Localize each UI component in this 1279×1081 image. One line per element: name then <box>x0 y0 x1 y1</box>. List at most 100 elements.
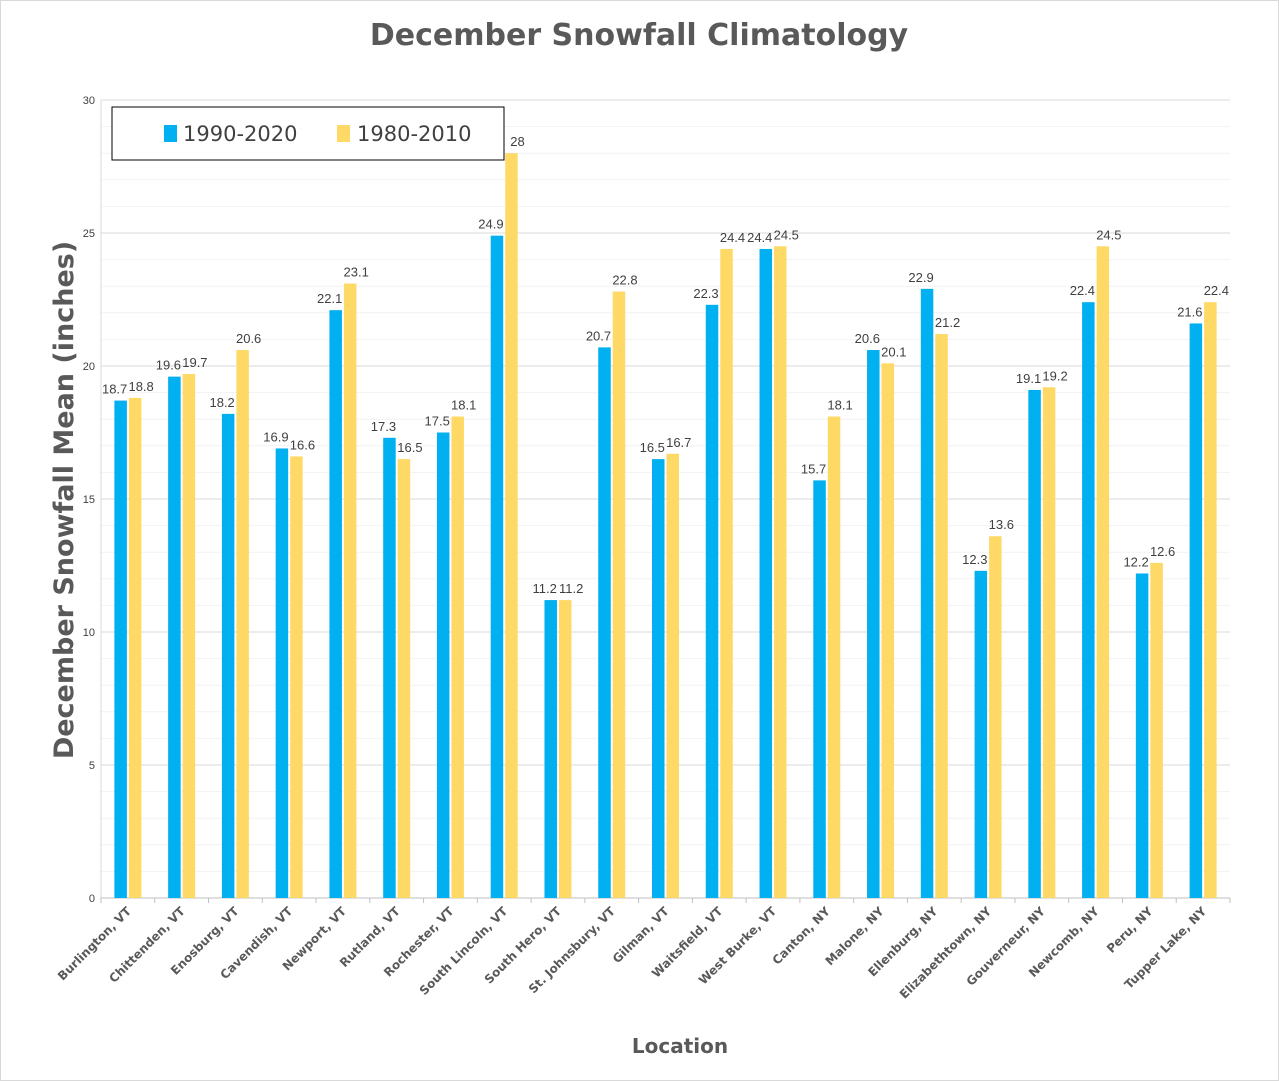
bar-1990-2020 <box>1135 573 1149 898</box>
legend: 1990-2020 1980-2010 <box>111 106 505 161</box>
bar-1990-2020 <box>544 600 557 898</box>
legend-box <box>111 106 505 161</box>
bar-1990-2020 <box>1028 389 1041 898</box>
bar-1990-2020 <box>114 400 127 898</box>
y-tick-label: 10 <box>83 627 95 639</box>
data-label-1990-2020: 20.6 <box>855 331 880 346</box>
bar-1990-2020 <box>329 310 342 898</box>
data-label-1980-2010: 16.7 <box>666 435 691 450</box>
bar-1980-2010 <box>505 153 518 898</box>
data-label-1980-2010: 13.6 <box>989 517 1014 532</box>
bar-1990-2020 <box>490 235 504 898</box>
bar-1990-2020 <box>813 480 826 898</box>
data-label-1980-2010: 20.1 <box>881 344 906 359</box>
data-label-1990-2020: 16.9 <box>263 429 288 444</box>
data-label-1990-2020: 19.6 <box>156 358 181 373</box>
bar-1990-2020 <box>920 288 934 898</box>
data-label-1990-2020: 12.2 <box>1123 554 1148 569</box>
legend-swatch-1990-2020 <box>164 125 177 142</box>
bar-1980-2010 <box>1204 302 1217 898</box>
data-label-1990-2020: 22.3 <box>693 286 718 301</box>
data-label-1980-2010: 18.8 <box>128 379 153 394</box>
bar-1990-2020 <box>652 459 665 898</box>
bar-1980-2010 <box>451 416 464 898</box>
bars <box>114 153 1217 899</box>
data-label-1980-2010: 24.5 <box>774 227 799 242</box>
bar-1990-2020 <box>759 248 773 898</box>
bar-1990-2020 <box>1189 323 1203 898</box>
data-label-1990-2020: 17.3 <box>371 419 396 434</box>
bar-1980-2010 <box>827 416 841 898</box>
bar-1990-2020 <box>598 347 611 898</box>
data-label-1990-2020: 12.3 <box>962 552 987 567</box>
bar-1980-2010 <box>989 536 1002 898</box>
chart-title: December Snowfall Climatology <box>370 18 909 53</box>
x-tick-label: South Lincoln, VT <box>417 904 511 998</box>
data-label-1980-2010: 21.2 <box>935 315 960 330</box>
bar-1980-2010 <box>290 456 303 898</box>
data-label-1980-2010: 18.1 <box>451 398 476 413</box>
data-label-1990-2020: 24.9 <box>478 217 503 232</box>
bar-1980-2010 <box>666 453 679 898</box>
data-label-1980-2010: 18.1 <box>827 398 852 413</box>
data-label-1990-2020: 11.2 <box>533 581 557 596</box>
bar-1980-2010 <box>182 373 196 899</box>
bar-1980-2010 <box>343 283 357 898</box>
data-label-1990-2020: 21.6 <box>1177 304 1202 319</box>
y-tick-label: 25 <box>83 228 95 240</box>
data-label-1990-2020: 20.7 <box>586 328 611 343</box>
bar-1990-2020 <box>168 376 181 898</box>
data-label-1980-2010: 11.2 <box>559 581 583 596</box>
data-label-1980-2010: 12.6 <box>1150 544 1175 559</box>
bar-1990-2020 <box>221 413 235 898</box>
bar-1990-2020 <box>1082 302 1095 898</box>
data-label-1990-2020: 22.9 <box>908 270 933 285</box>
bar-1990-2020 <box>383 437 396 898</box>
bar-1990-2020 <box>705 304 719 898</box>
bar-1980-2010 <box>612 291 626 898</box>
data-label-1980-2010: 24.5 <box>1096 227 1121 242</box>
data-label-1980-2010: 22.8 <box>612 273 637 288</box>
bar-1980-2010 <box>720 248 733 898</box>
data-label-1990-2020: 19.1 <box>1016 371 1041 386</box>
data-label-1990-2020: 16.5 <box>640 440 665 455</box>
data-label-1980-2010: 22.4 <box>1204 283 1229 298</box>
x-tick-label: Peru, NY <box>1104 904 1156 956</box>
bar-1980-2010 <box>558 600 572 898</box>
legend-label-1980-2010: 1980-2010 <box>357 122 471 146</box>
data-label-1980-2010: 23.1 <box>344 265 369 280</box>
bar-1980-2010 <box>236 350 249 898</box>
x-tick-label: Elizabethtown, NY <box>897 904 995 1002</box>
bar-1980-2010 <box>935 334 948 899</box>
bar-1990-2020 <box>436 432 450 898</box>
bar-1980-2010 <box>881 363 895 899</box>
x-axis-title: Location <box>632 1034 728 1058</box>
bar-1990-2020 <box>867 350 880 898</box>
bar-1980-2010 <box>1042 387 1056 898</box>
y-axis-title: December Snowfall Mean (inches) <box>49 241 80 759</box>
y-tick-label: 15 <box>83 494 95 506</box>
data-label-1980-2010: 16.5 <box>397 440 422 455</box>
data-label-1980-2010: 24.4 <box>720 230 745 245</box>
bar-1990-2020 <box>974 570 988 898</box>
bar-1980-2010 <box>1096 246 1110 899</box>
data-label-1990-2020: 18.7 <box>102 382 127 397</box>
bar-1990-2020 <box>275 448 289 898</box>
data-label-1990-2020: 24.4 <box>747 230 772 245</box>
data-label-1990-2020: 17.5 <box>425 414 450 429</box>
data-label-1990-2020: 18.2 <box>209 395 234 410</box>
y-tick-label: 5 <box>89 760 95 772</box>
legend-label-1990-2020: 1990-2020 <box>183 122 297 146</box>
bar-1980-2010 <box>397 459 411 898</box>
data-label-1990-2020: 15.7 <box>801 461 826 476</box>
grid <box>101 99 1230 872</box>
data-labels: 18.7 18.819.6 19.7 18.2 20.6 16.916.6 22.123.1… <box>102 134 1229 596</box>
y-tick-label: 30 <box>83 95 95 107</box>
bar-1980-2010 <box>774 246 787 899</box>
data-label-1990-2020: 22.1 <box>317 291 342 306</box>
y-tick-label: 20 <box>83 361 95 373</box>
data-label-1980-2010: 19.7 <box>182 355 207 370</box>
bar-1980-2010 <box>1150 562 1163 898</box>
y-tick-label: 0 <box>89 893 95 905</box>
